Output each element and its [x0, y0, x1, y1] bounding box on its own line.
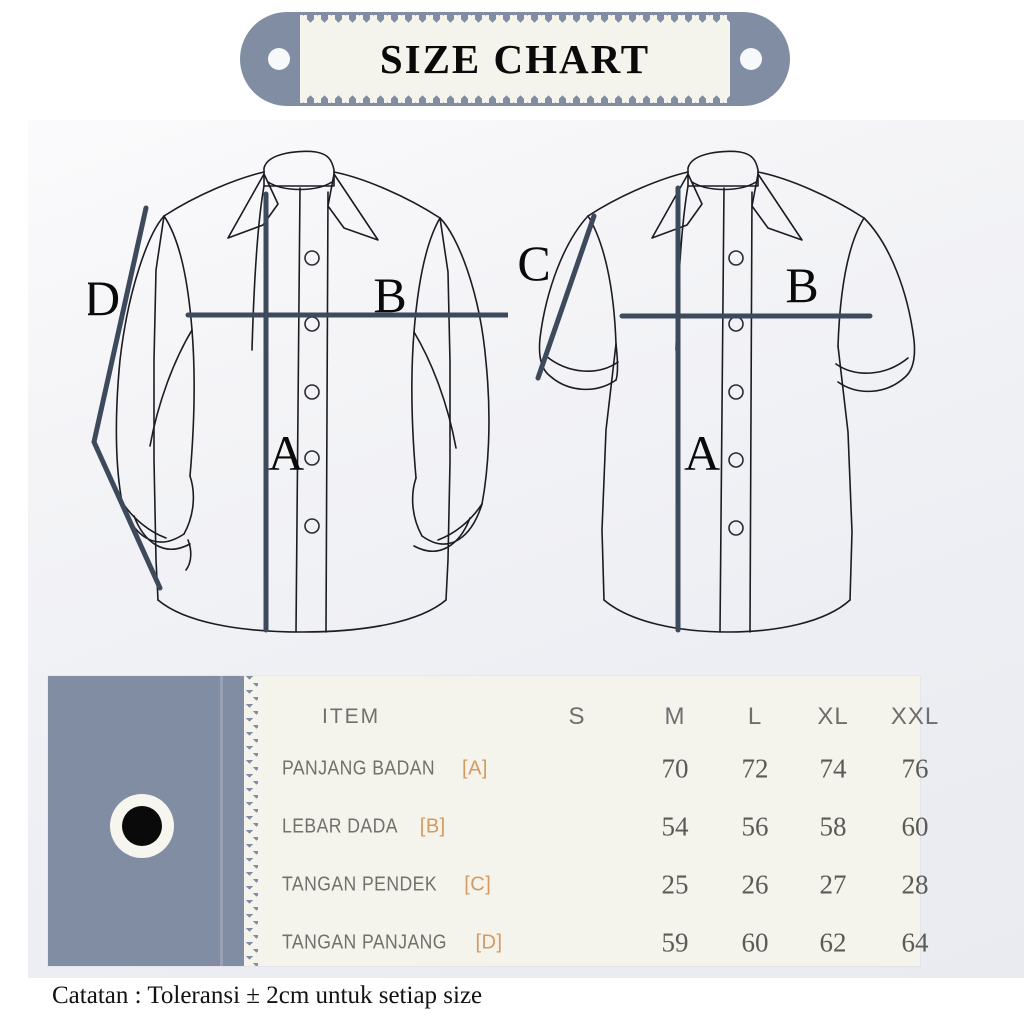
cell-a-l: 72 [741, 753, 769, 784]
cell-d-xxl: 64 [901, 927, 929, 958]
column-header-xl: XL [817, 703, 849, 730]
row-label-panjang-badan: PANJANG BADAN [A] [282, 757, 488, 780]
eyelet-hole-right-icon [740, 48, 762, 70]
column-header-l: L [747, 703, 763, 730]
eyelet-hole-left-icon [268, 48, 290, 70]
marker-label-A-short: A [684, 425, 720, 481]
row-label-tangan-pendek: TANGAN PENDEK [C] [282, 873, 492, 896]
cell-d-xl: 62 [819, 927, 847, 958]
row-label-lebar-dada: LEBAR DADA [B] [282, 815, 446, 838]
table-row: TANGAN PANJANG [D] 59 60 62 64 [262, 914, 929, 972]
tag-zigzag-edge-icon [244, 676, 262, 966]
shirt-illustrations: D B A [0, 130, 1024, 670]
table-header-row: ITEM S M L XL XXL [262, 694, 938, 740]
marker-label-C: C [517, 235, 550, 291]
marker-label-A-long: A [268, 425, 304, 481]
marker-label-B-short: B [785, 257, 818, 313]
column-header-m: M [664, 703, 686, 730]
cell-d-m: 59 [661, 927, 689, 958]
row-label-tangan-panjang: TANGAN PANJANG [D] [282, 931, 503, 954]
cell-b-l: 56 [741, 811, 769, 842]
cell-c-xl: 27 [819, 869, 847, 900]
size-table-panel: ITEM S M L XL XXL PANJANG BADAN [A] 70 7… [48, 676, 938, 966]
cell-c-l: 26 [741, 869, 769, 900]
cell-a-xl: 74 [819, 753, 847, 784]
column-header-s: S [568, 703, 586, 730]
cell-b-m: 54 [661, 811, 689, 842]
tag-eyelet-hole-icon [122, 806, 162, 846]
title-tag: SIZE CHART [240, 12, 790, 106]
size-table: ITEM S M L XL XXL PANJANG BADAN [A] 70 7… [262, 676, 938, 966]
long-sleeve-shirt-diagram: D B A [88, 150, 508, 633]
hang-tag-edge [220, 676, 223, 966]
table-row: PANJANG BADAN [A] 70 72 74 76 [262, 740, 929, 798]
marker-label-D: D [88, 270, 120, 326]
page-title: SIZE CHART [379, 36, 651, 82]
table-row: TANGAN PENDEK [C] 25 26 27 28 [262, 856, 929, 914]
column-header-xxl: XXL [890, 703, 940, 730]
table-row: LEBAR DADA [B] 54 56 58 60 [262, 798, 929, 856]
title-plate: SIZE CHART [300, 15, 730, 103]
cell-a-m: 70 [661, 753, 689, 784]
marker-label-B-long: B [373, 267, 406, 323]
plate-zigzag-bottom-icon [300, 94, 730, 103]
short-sleeve-shirt-diagram: C B A [517, 150, 916, 633]
cell-a-xxl: 76 [901, 753, 929, 784]
cell-c-xxl: 28 [901, 869, 929, 900]
cell-b-xl: 58 [819, 811, 847, 842]
cell-b-xxl: 60 [901, 811, 929, 842]
cell-d-l: 60 [741, 927, 769, 958]
cell-c-m: 25 [661, 869, 689, 900]
plate-zigzag-top-icon [300, 15, 730, 24]
column-header-item: ITEM [322, 705, 381, 728]
tolerance-note: Catatan : Toleransi ± 2cm untuk setiap s… [52, 982, 483, 1009]
